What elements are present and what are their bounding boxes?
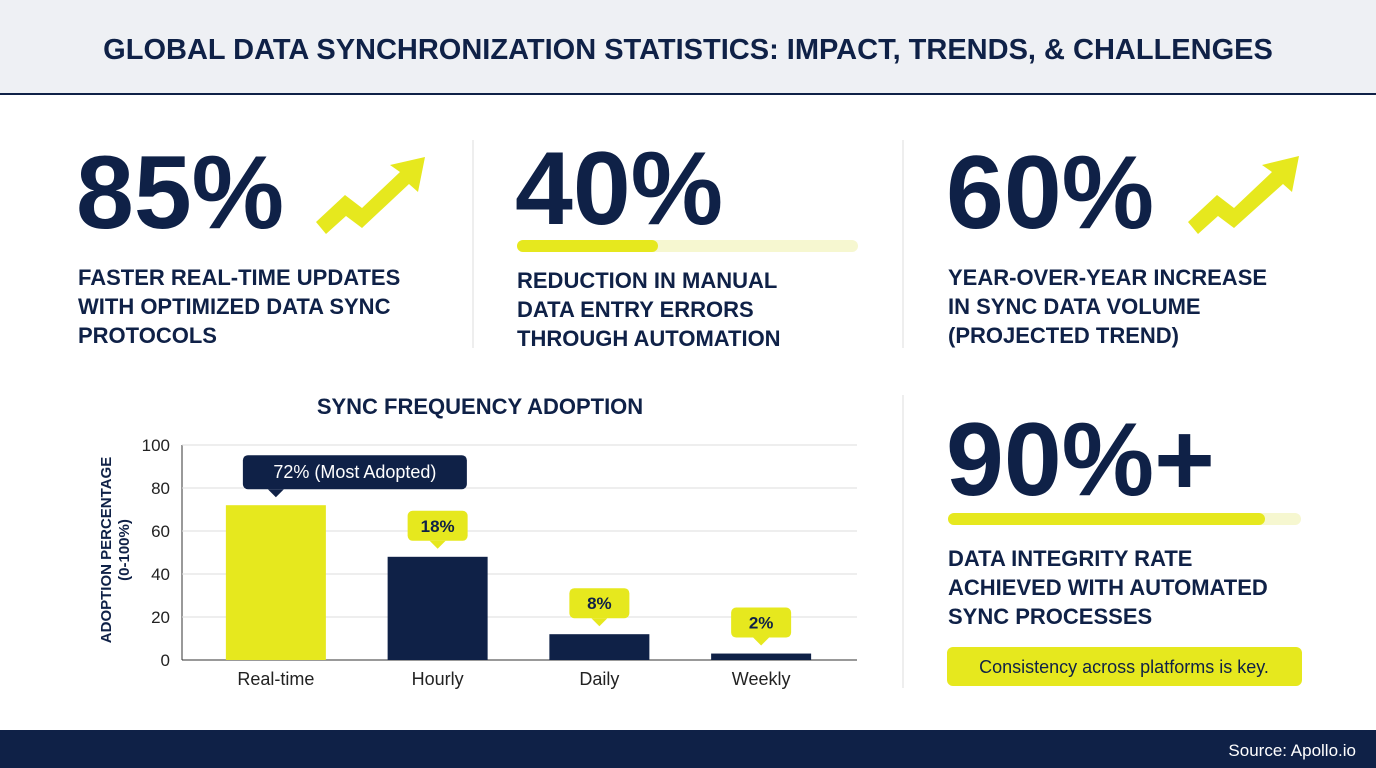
stat-description: (PROJECTED TREND) [948,323,1179,348]
callout-pointer [267,489,284,498]
bar [549,634,650,660]
x-tick-label: Hourly [412,669,464,689]
stat-description: IN SYNC DATA VOLUME [948,294,1201,319]
bar [387,556,488,660]
callout-label: 72% (Most Adopted) [273,462,436,482]
y-tick-label: 100 [142,436,170,455]
stat-description: YEAR-OVER-YEAR INCREASE [948,265,1267,290]
stat-description: SYNC PROCESSES [948,604,1152,629]
callout-pointer [591,618,608,627]
y-label-line: (0-100%) [116,519,133,581]
x-tick-label: Weekly [732,669,791,689]
y-tick-label: 0 [161,651,170,670]
trend-arrow [1188,156,1299,234]
stat-description: PROTOCOLS [78,323,217,348]
y-tick-label: 80 [151,479,170,498]
stat-description: REDUCTION IN MANUAL [517,268,777,293]
stat-figure: 85% [76,135,284,251]
callout-box [407,510,468,541]
stat-description: FASTER REAL-TIME UPDATES [78,265,400,290]
x-tick-label: Daily [579,669,619,689]
callout-label: 8% [587,594,612,613]
stat-description: ACHIEVED WITH AUTOMATED [948,575,1268,600]
callout-box [731,607,792,638]
stat-description: WITH OPTIMIZED DATA SYNC [78,294,391,319]
stat-figure: 40% [515,131,723,247]
x-tick-label: Real-time [237,669,314,689]
chart-title: SYNC FREQUENCY ADOPTION [317,394,643,419]
progress-fill [948,513,1265,525]
callout-label: 18% [421,517,455,536]
trend-arrow [316,157,425,234]
bar [711,653,812,660]
y-tick-label: 20 [151,608,170,627]
callout-pointer [753,637,770,646]
source: Source: Apollo.io [1228,741,1356,760]
bar [225,505,326,660]
callout-box [242,455,467,490]
stat-description: THROUGH AUTOMATION [517,326,781,351]
footer-band [0,730,1376,768]
stat-description: DATA INTEGRITY RATE [948,546,1192,571]
page-title: GLOBAL DATA SYNCHRONIZATION STATISTICS: … [103,34,1273,66]
callout-pointer [429,540,446,549]
progress-fill [517,240,658,252]
stat-description: DATA ENTRY ERRORS [517,297,754,322]
note-box [947,647,1302,686]
y-label-line: ADOPTION PERCENTAGE [98,457,115,643]
note: Consistency across platforms is key. [979,657,1269,677]
callout-box [569,588,630,619]
header-band [0,0,1376,93]
stat-figure: 90%+ [946,402,1215,518]
y-tick-label: 40 [151,565,170,584]
callout-label: 2% [749,614,774,633]
y-tick-label: 60 [151,522,170,541]
stat-figure: 60% [946,135,1154,251]
y-axis-title: ADOPTION PERCENTAGE (0-100%) [98,457,133,643]
